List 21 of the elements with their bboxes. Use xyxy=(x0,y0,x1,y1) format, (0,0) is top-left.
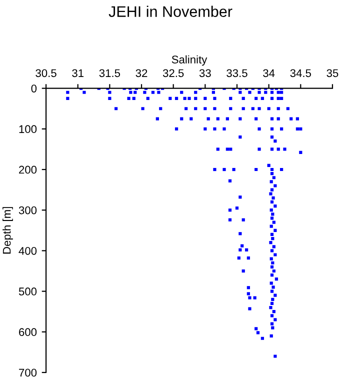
y-tick-label: 700 xyxy=(19,368,37,377)
y-tick-label: 100 xyxy=(19,125,37,134)
chart-title: JEHI in November xyxy=(108,6,232,17)
x-tick-label: 35 xyxy=(326,69,338,78)
x-tick-label: 31.5 xyxy=(99,69,120,78)
x-tick-label: 33.5 xyxy=(226,69,248,78)
x-tick-label: 32.5 xyxy=(162,69,184,78)
y-tick-label: 500 xyxy=(18,288,37,296)
x-tick-label: 34.5 xyxy=(290,69,311,78)
y-tick-label: 200 xyxy=(19,166,37,174)
y-axis-title: Depth [m] xyxy=(2,207,13,254)
y-tick-label: 400 xyxy=(18,246,37,255)
x-tick-label: 30.5 xyxy=(36,69,56,78)
x-tick-label: 32 xyxy=(136,69,148,78)
y-tick-label: 0 xyxy=(31,84,37,92)
y-tick-label: 300 xyxy=(18,206,37,214)
x-tick-label: 31 xyxy=(72,69,84,78)
x-tick-label: 33 xyxy=(199,69,211,78)
x-tick-label: 34 xyxy=(263,69,275,78)
y-tick-label: 600 xyxy=(19,328,37,336)
x-axis-title: Salinity xyxy=(172,55,208,66)
